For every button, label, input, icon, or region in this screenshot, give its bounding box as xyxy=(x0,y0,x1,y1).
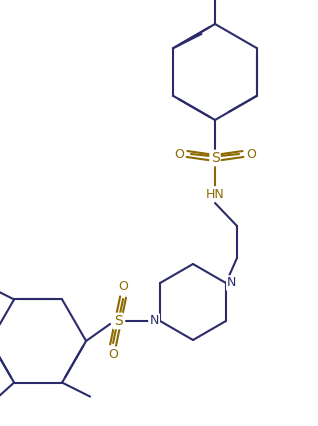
Text: O: O xyxy=(174,147,184,161)
Text: O: O xyxy=(246,147,256,161)
Text: HN: HN xyxy=(206,187,225,201)
Text: N: N xyxy=(149,314,159,328)
Text: S: S xyxy=(114,314,122,328)
Text: N: N xyxy=(227,276,237,290)
Text: O: O xyxy=(108,348,118,362)
Text: S: S xyxy=(211,151,219,165)
Text: O: O xyxy=(118,280,128,294)
